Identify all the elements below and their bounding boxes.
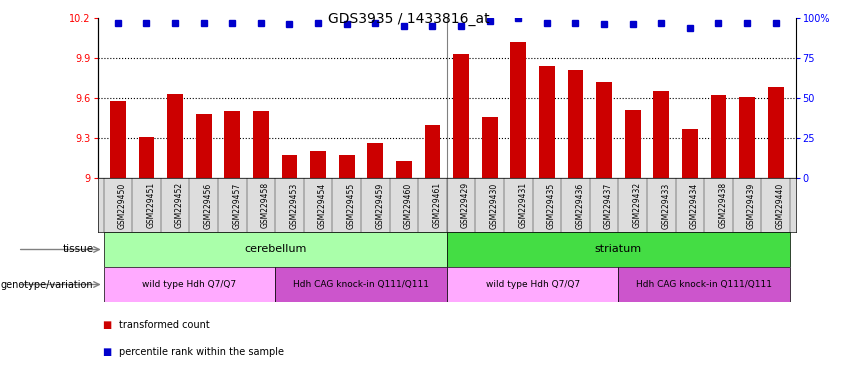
Bar [619,267,790,302]
Text: GSM229460: GSM229460 [404,182,413,228]
Bar [339,156,355,178]
Text: GSM229429: GSM229429 [461,182,470,228]
Bar [447,267,619,302]
Bar [682,129,698,178]
Text: cerebellum: cerebellum [244,245,306,255]
Text: Hdh CAG knock-in Q111/Q111: Hdh CAG knock-in Q111/Q111 [637,280,772,289]
Text: GSM229431: GSM229431 [518,182,528,228]
Text: ■: ■ [102,320,111,330]
Bar [396,161,412,178]
Text: GSM229432: GSM229432 [632,182,642,228]
Text: wild type Hdh Q7/Q7: wild type Hdh Q7/Q7 [486,280,580,289]
Text: GSM229434: GSM229434 [690,182,699,228]
Text: GSM229436: GSM229436 [575,182,585,228]
Text: GSM229437: GSM229437 [604,182,613,228]
Text: GSM229452: GSM229452 [175,182,184,228]
Text: wild type Hdh Q7/Q7: wild type Hdh Q7/Q7 [142,280,237,289]
Text: GSM229458: GSM229458 [261,182,270,228]
Bar [511,42,526,178]
Text: GSM229451: GSM229451 [146,182,156,228]
Text: GSM229457: GSM229457 [232,182,242,228]
Text: GSM229435: GSM229435 [547,182,556,228]
Bar [311,151,326,178]
Bar [447,232,790,267]
Text: GSM229456: GSM229456 [203,182,213,228]
Bar [167,94,183,178]
Bar [110,101,126,178]
Bar [568,70,583,178]
Bar [368,143,383,178]
Text: transformed count: transformed count [119,320,210,330]
Bar [740,97,755,178]
Bar [482,117,498,178]
Bar [104,232,447,267]
Bar [104,267,275,302]
Bar [275,267,447,302]
Text: GSM229455: GSM229455 [346,182,356,228]
Text: GSM229459: GSM229459 [375,182,385,228]
Bar [196,114,212,178]
Text: tissue: tissue [62,245,94,255]
Bar [539,66,555,178]
Text: GSM229433: GSM229433 [661,182,671,228]
Bar [654,91,669,178]
Bar [768,87,784,178]
Text: GDS3935 / 1433816_at: GDS3935 / 1433816_at [328,12,489,25]
Text: percentile rank within the sample: percentile rank within the sample [119,347,284,357]
Text: GSM229461: GSM229461 [432,182,442,228]
Text: GSM229454: GSM229454 [318,182,327,228]
Bar [625,110,641,178]
Bar [225,111,240,178]
Bar [139,137,154,178]
Text: genotype/variation: genotype/variation [1,280,94,290]
Bar [711,95,727,178]
Text: ■: ■ [102,347,111,357]
Text: GSM229453: GSM229453 [289,182,299,228]
Bar [253,111,269,178]
Text: Hdh CAG knock-in Q111/Q111: Hdh CAG knock-in Q111/Q111 [293,280,429,289]
Text: GSM229430: GSM229430 [489,182,499,228]
Text: GSM229440: GSM229440 [775,182,785,228]
Bar [597,82,612,178]
Bar [454,54,469,178]
Text: GSM229438: GSM229438 [718,182,728,228]
Bar [425,125,440,178]
Bar [282,156,297,178]
Text: GSM229439: GSM229439 [747,182,756,228]
Text: GSM229450: GSM229450 [118,182,127,228]
Text: striatum: striatum [595,245,642,255]
